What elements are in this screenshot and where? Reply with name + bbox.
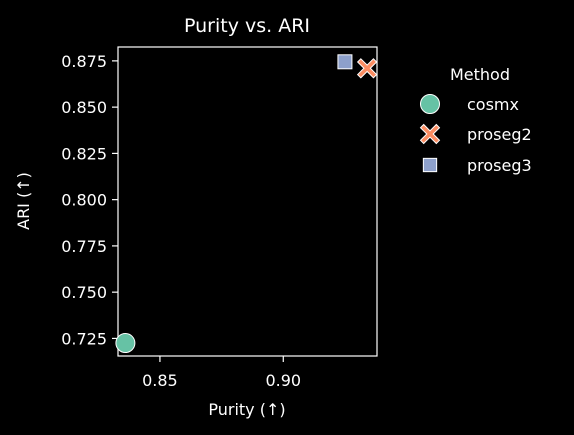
axes: 0.85 0.90 0.725 0.750 0.775 0.800 0.825 0.850 0.…: [61, 46, 378, 390]
y-tick-label: 0.800: [61, 191, 107, 210]
y-tick-label: 0.750: [61, 283, 107, 302]
x-tick-label: 0.85: [142, 371, 178, 390]
legend: Method cosmx proseg2 proseg3: [419, 65, 532, 175]
x-axis-label: Purity (↑): [208, 400, 285, 419]
x-tick-label: 0.90: [265, 371, 301, 390]
legend-marker-proseg3: [422, 157, 438, 173]
data-point-cosmx: [115, 333, 136, 354]
legend-marker-proseg2: [419, 123, 441, 145]
y-tick-label: 0.850: [61, 98, 107, 117]
y-tick-label: 0.775: [61, 237, 107, 256]
plot-frame: [117, 46, 378, 357]
y-tick-label: 0.825: [61, 144, 107, 163]
data-points: [115, 54, 378, 354]
legend-label-cosmx: cosmx: [467, 95, 519, 114]
legend-label-proseg3: proseg3: [467, 156, 532, 175]
y-axis-label: ARI (↑): [14, 172, 33, 230]
y-tick-label: 0.875: [61, 52, 107, 71]
y-tick-label: 0.725: [61, 329, 107, 348]
legend-label-proseg2: proseg2: [467, 125, 532, 144]
data-point-proseg3: [337, 54, 353, 70]
data-point-proseg2: [356, 58, 378, 79]
chart-title: Purity vs. ARI: [184, 15, 310, 37]
legend-title: Method: [450, 65, 510, 84]
legend-marker-cosmx: [420, 94, 440, 114]
